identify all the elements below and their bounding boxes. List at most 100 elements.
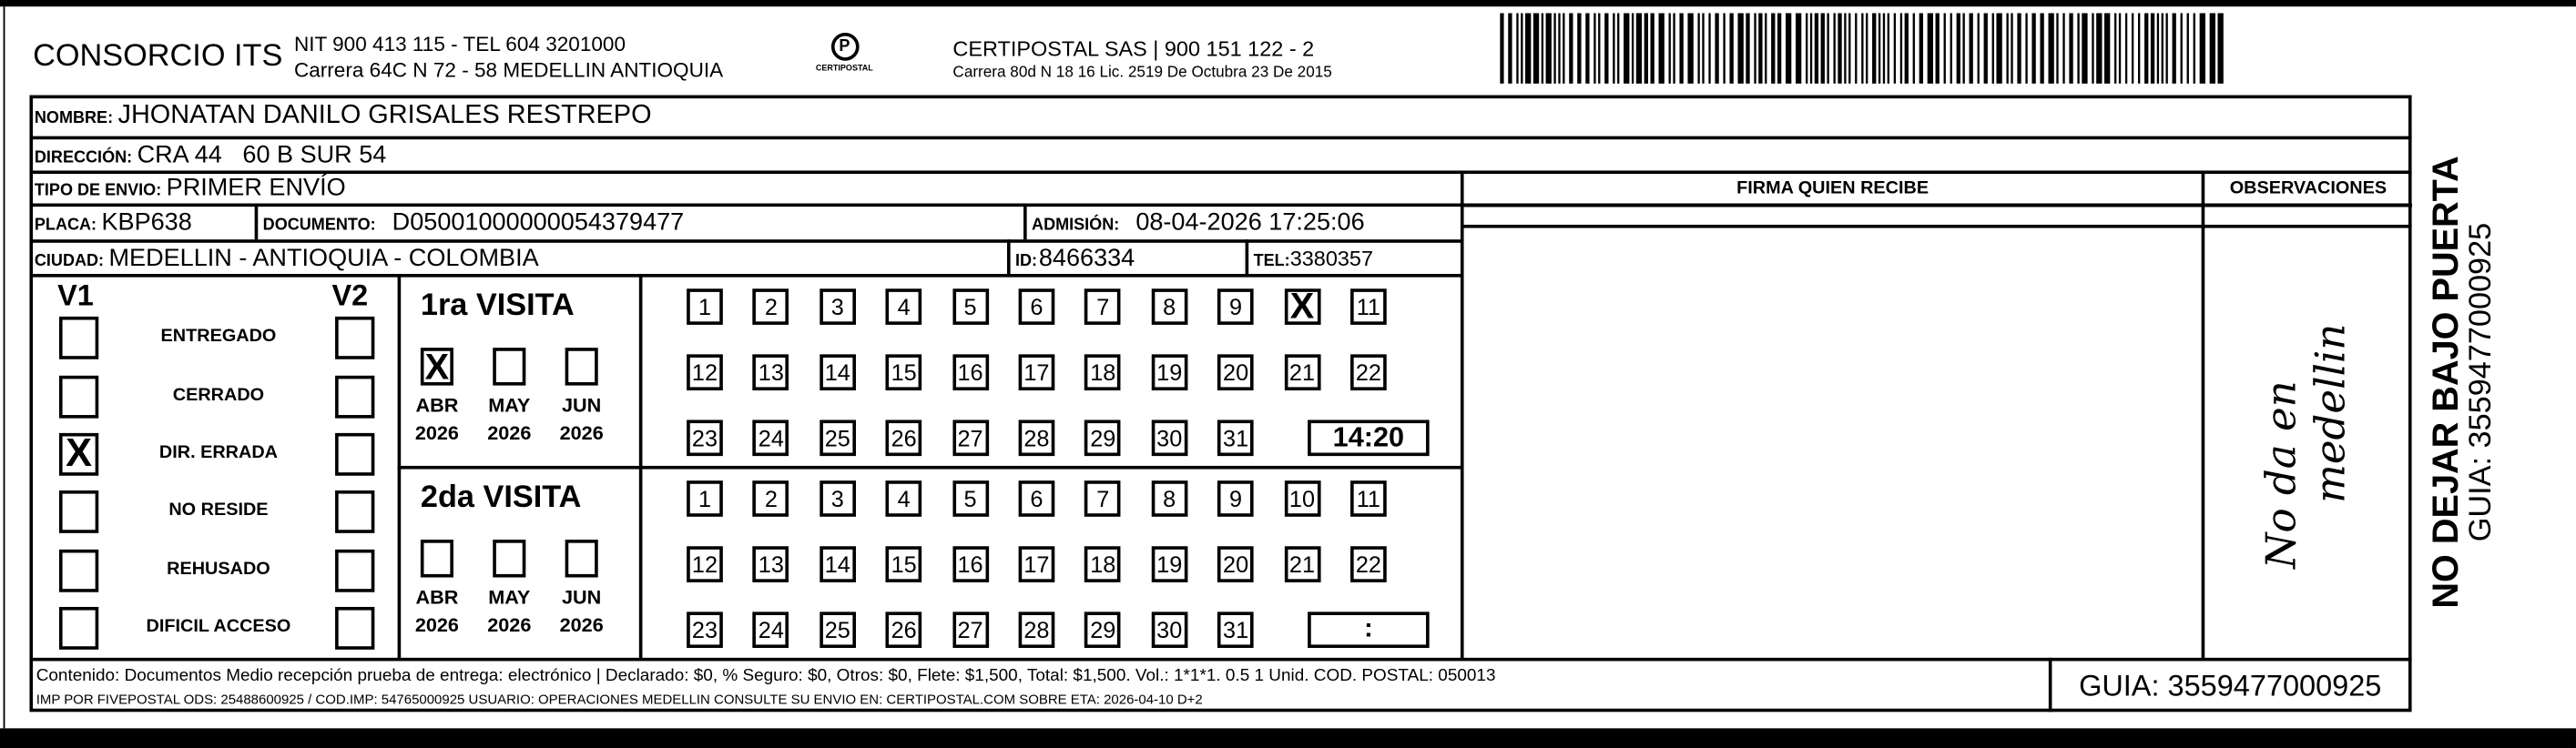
v2-checkbox[interactable] xyxy=(335,375,375,419)
day-checkbox[interactable]: 30 xyxy=(1151,419,1188,457)
month-checkbox[interactable] xyxy=(565,348,598,386)
signature-header-divider xyxy=(1461,224,2412,228)
day-checkbox[interactable]: X xyxy=(1284,288,1320,325)
v1-checkbox[interactable] xyxy=(58,490,99,533)
day-checkbox[interactable]: 25 xyxy=(819,419,856,457)
day-checkbox[interactable]: 27 xyxy=(952,419,989,457)
day-checkbox[interactable]: 7 xyxy=(1084,288,1122,325)
day-checkbox[interactable]: 12 xyxy=(687,546,723,582)
day-checkbox[interactable]: 14 xyxy=(819,546,856,582)
day-checkbox[interactable]: 16 xyxy=(952,354,989,391)
day-checkbox[interactable]: 1 xyxy=(687,288,723,325)
barcode-bar xyxy=(2161,13,2164,84)
barcode-bar xyxy=(1758,13,1763,84)
day-checkbox[interactable]: 2 xyxy=(753,480,789,517)
signature-area[interactable] xyxy=(1465,228,2199,658)
day-checkbox[interactable]: 9 xyxy=(1217,288,1254,325)
time-field[interactable]: : xyxy=(1308,612,1430,649)
barcode-bar xyxy=(1521,13,1523,84)
day-checkbox[interactable]: 30 xyxy=(1151,612,1188,649)
v1-checkbox[interactable]: X xyxy=(58,432,99,476)
day-checkbox[interactable]: 23 xyxy=(687,612,723,649)
day-checkbox[interactable]: 16 xyxy=(952,546,989,582)
barcode-bar xyxy=(2137,13,2141,84)
day-checkbox[interactable]: 5 xyxy=(952,480,989,517)
barcode-bar xyxy=(2150,13,2155,84)
day-checkbox[interactable]: 17 xyxy=(1018,354,1055,391)
day-checkbox[interactable]: 29 xyxy=(1084,612,1122,649)
day-checkbox[interactable]: 28 xyxy=(1018,612,1055,649)
day-checkbox[interactable]: 14 xyxy=(819,354,856,391)
day-checkbox[interactable]: 11 xyxy=(1350,288,1387,325)
top-edge xyxy=(0,0,2576,7)
v1-checkbox[interactable] xyxy=(58,375,99,419)
day-checkbox[interactable]: 18 xyxy=(1084,546,1122,582)
v1-checkbox[interactable] xyxy=(58,316,99,359)
day-checkbox[interactable]: 25 xyxy=(819,612,856,649)
day-checkbox[interactable]: 6 xyxy=(1018,288,1055,325)
day-checkbox[interactable]: 22 xyxy=(1350,354,1387,391)
day-checkbox[interactable]: 7 xyxy=(1084,480,1122,517)
v1-checkbox[interactable] xyxy=(58,549,99,592)
day-checkbox[interactable]: 29 xyxy=(1084,419,1122,457)
barcode-bar xyxy=(1668,13,1671,84)
day-checkbox[interactable]: 1 xyxy=(687,480,723,517)
v2-checkbox[interactable] xyxy=(335,490,375,533)
footer-print-info: IMP POR FIVEPOSTAL ODS: 25488600925 / CO… xyxy=(36,690,1203,707)
day-checkbox[interactable]: 9 xyxy=(1217,480,1254,517)
day-checkbox[interactable]: 17 xyxy=(1018,546,1055,582)
company-nit: NIT 900 413 115 - TEL 604 3201000 xyxy=(293,33,626,56)
barcode-bar xyxy=(1558,13,1561,84)
day-checkbox[interactable]: 3 xyxy=(819,480,856,517)
day-checkbox[interactable]: 5 xyxy=(952,288,989,325)
month-label: ABR 2026 xyxy=(407,584,466,640)
day-checkbox[interactable]: 31 xyxy=(1217,612,1254,649)
barcode-bar xyxy=(2069,13,2073,84)
day-checkbox[interactable]: 31 xyxy=(1217,419,1254,457)
day-checkbox[interactable]: 22 xyxy=(1350,546,1387,582)
day-checkbox[interactable]: 15 xyxy=(885,546,922,582)
day-checkbox[interactable]: 12 xyxy=(687,354,723,391)
month-checkbox[interactable] xyxy=(420,540,453,578)
v2-checkbox[interactable] xyxy=(335,316,375,359)
day-checkbox[interactable]: 21 xyxy=(1284,354,1320,391)
day-checkbox[interactable]: 2 xyxy=(753,288,789,325)
day-checkbox[interactable]: 3 xyxy=(819,288,856,325)
day-checkbox[interactable]: 4 xyxy=(885,288,922,325)
day-checkbox[interactable]: 15 xyxy=(885,354,922,391)
day-checkbox[interactable]: 10 xyxy=(1284,480,1320,517)
day-checkbox[interactable]: 4 xyxy=(885,480,922,517)
v1-checkbox[interactable] xyxy=(58,606,99,650)
day-checkbox[interactable]: 20 xyxy=(1217,354,1254,391)
month-checkbox[interactable] xyxy=(493,348,526,386)
month-checkbox[interactable]: X xyxy=(420,348,453,386)
month-checkbox[interactable] xyxy=(493,540,526,578)
divider xyxy=(1006,239,1011,276)
month-checkbox[interactable] xyxy=(565,540,598,578)
day-checkbox[interactable]: 26 xyxy=(885,612,922,649)
barcode-bar xyxy=(2209,13,2215,84)
day-checkbox[interactable]: 28 xyxy=(1018,419,1055,457)
day-checkbox[interactable]: 19 xyxy=(1151,546,1188,582)
barcode-bar xyxy=(2011,13,2013,84)
day-checkbox[interactable]: 13 xyxy=(753,546,789,582)
day-checkbox[interactable]: 21 xyxy=(1284,546,1320,582)
v2-checkbox[interactable] xyxy=(335,606,375,650)
day-checkbox[interactable]: 18 xyxy=(1084,354,1122,391)
barcode-bar xyxy=(1577,13,1582,84)
day-checkbox[interactable]: 23 xyxy=(687,419,723,457)
day-checkbox[interactable]: 27 xyxy=(952,612,989,649)
day-checkbox[interactable]: 8 xyxy=(1151,480,1188,517)
day-checkbox[interactable]: 24 xyxy=(753,419,789,457)
v2-checkbox[interactable] xyxy=(335,432,375,476)
time-field[interactable]: 14:20 xyxy=(1308,419,1430,457)
day-checkbox[interactable]: 8 xyxy=(1151,288,1188,325)
day-checkbox[interactable]: 26 xyxy=(885,419,922,457)
day-checkbox[interactable]: 6 xyxy=(1018,480,1055,517)
day-checkbox[interactable]: 24 xyxy=(753,612,789,649)
day-checkbox[interactable]: 13 xyxy=(753,354,789,391)
day-checkbox[interactable]: 11 xyxy=(1350,480,1387,517)
day-checkbox[interactable]: 20 xyxy=(1217,546,1254,582)
day-checkbox[interactable]: 19 xyxy=(1151,354,1188,391)
v2-checkbox[interactable] xyxy=(335,549,375,592)
